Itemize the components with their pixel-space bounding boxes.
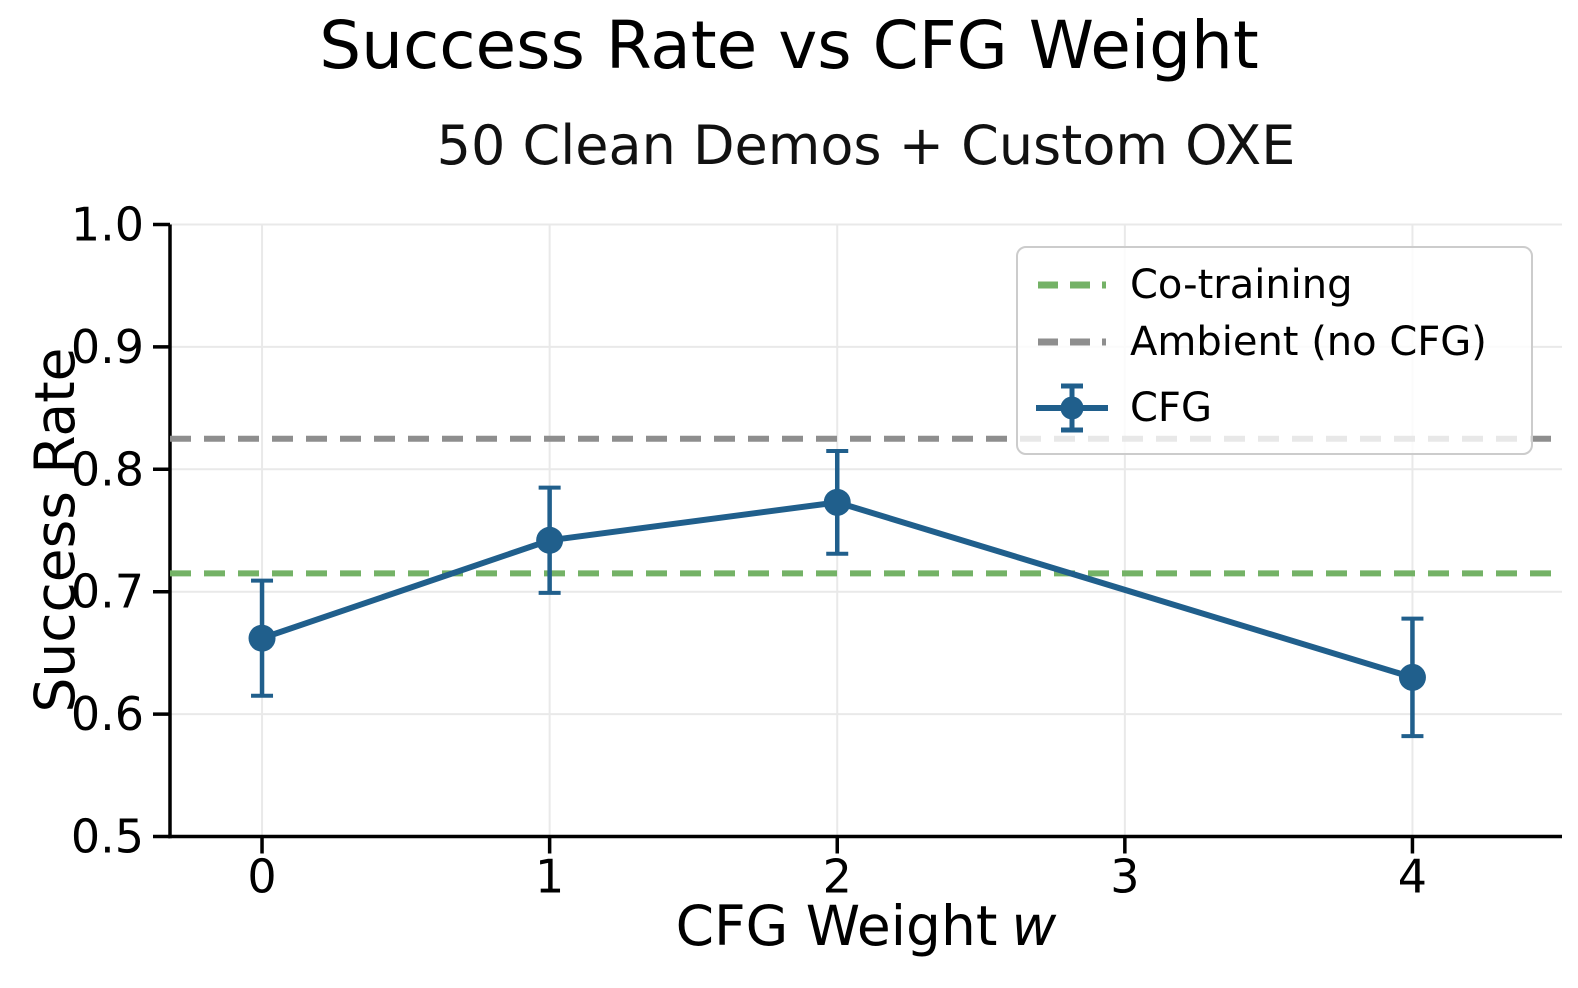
x-tick-label: 0 — [247, 850, 276, 904]
chart-subtitle: 50 Clean Demos + Custom OXE — [436, 114, 1296, 177]
x-tick-label: 2 — [823, 850, 852, 904]
legend-label: CFG — [1130, 385, 1212, 432]
legend-item-co-training: Co-training — [1036, 265, 1513, 305]
y-tick-label: 0.9 — [71, 320, 144, 374]
x-tick-label: 4 — [1398, 850, 1427, 904]
y-tick-label: 0.6 — [71, 687, 144, 741]
x-tick-label: 1 — [535, 850, 564, 904]
y-tick-label: 1.0 — [71, 198, 144, 252]
legend-item-ambient: Ambient (no CFG) — [1036, 322, 1513, 362]
legend-label: Ambient (no CFG) — [1130, 319, 1487, 366]
y-tick-label: 0.5 — [71, 810, 144, 864]
ambient-dashed-line-icon — [1036, 335, 1108, 349]
cfg-marker — [823, 488, 851, 516]
cfg-marker — [1398, 663, 1426, 691]
x-axis-label-text: CFG Weight — [675, 894, 998, 958]
cfg-marker — [248, 624, 276, 652]
x-tick-label: 3 — [1110, 850, 1139, 904]
cfg-line — [261, 499, 1414, 681]
co-training-dashed-line-icon — [1036, 278, 1108, 292]
chart-title: Success Rate vs CFG Weight — [319, 7, 1259, 84]
x-axis-label: CFG Weight w — [170, 894, 1562, 958]
cfg-errorbar-marker-icon — [1036, 380, 1108, 436]
y-tick-label: 0.8 — [71, 442, 144, 496]
legend-item-cfg: CFG — [1036, 380, 1513, 436]
cfg-marker — [536, 526, 564, 554]
x-axis-label-variable: w — [1011, 894, 1057, 958]
legend-label: Co-training — [1130, 261, 1353, 308]
legend: Co-training Ambient (no CFG) CFG — [1016, 246, 1533, 455]
y-tick-label: 0.7 — [71, 565, 144, 619]
